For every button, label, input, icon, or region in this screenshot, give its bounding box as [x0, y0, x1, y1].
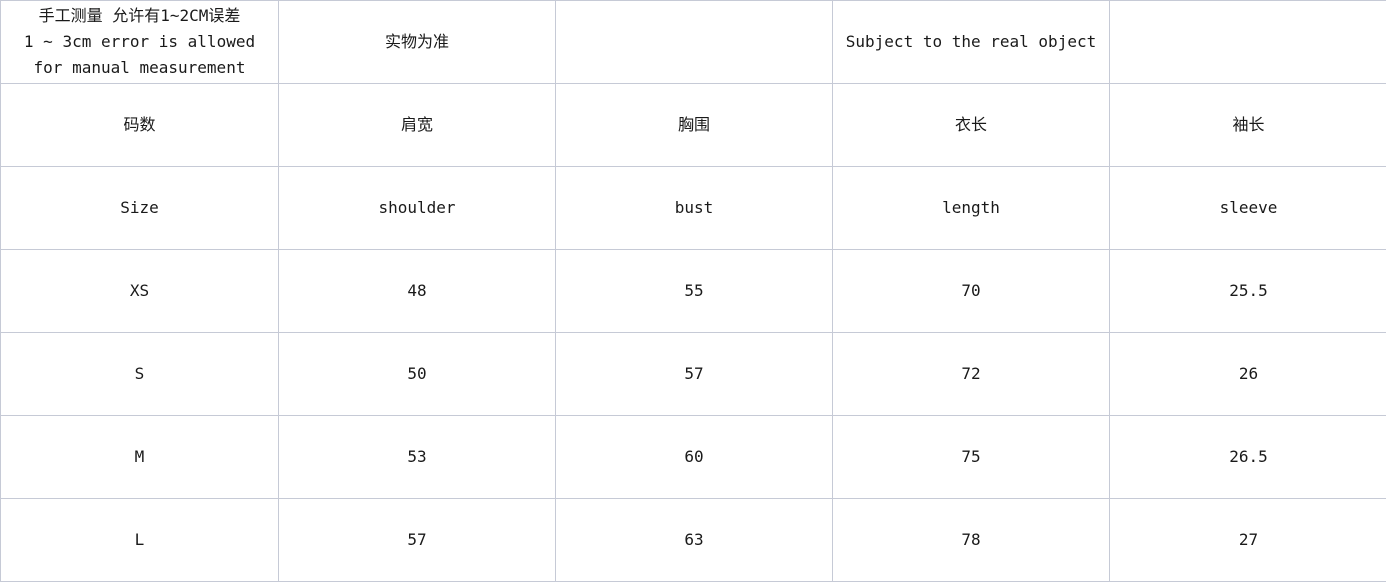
table-row: Size shoulder bust length sleeve — [0, 166, 1386, 250]
table-cell: L — [0, 498, 279, 582]
table-cell: 码数 — [0, 83, 279, 167]
table-cell: 25.5 — [1109, 249, 1386, 333]
table-cell: 胸围 — [555, 83, 833, 167]
table-cell: 26.5 — [1109, 415, 1386, 499]
table-cell: length — [832, 166, 1110, 250]
header-cell — [555, 0, 833, 84]
table-cell: 肩宽 — [278, 83, 556, 167]
table-cell: 26 — [1109, 332, 1386, 416]
table-cell: 75 — [832, 415, 1110, 499]
table-cell: shoulder — [278, 166, 556, 250]
table-cell: sleeve — [1109, 166, 1386, 250]
table-cell: 57 — [278, 498, 556, 582]
table-cell: XS — [0, 249, 279, 333]
table-cell: 53 — [278, 415, 556, 499]
table-cell: 72 — [832, 332, 1110, 416]
table-cell: Size — [0, 166, 279, 250]
table-cell: 袖长 — [1109, 83, 1386, 167]
table-cell: S — [0, 332, 279, 416]
header-cell: 实物为准 — [278, 0, 556, 84]
table-cell: M — [0, 415, 279, 499]
table-row: M 53 60 75 26.5 — [0, 415, 1386, 499]
table-cell: 50 — [278, 332, 556, 416]
table-row: L 57 63 78 27 — [0, 498, 1386, 582]
table-cell: 63 — [555, 498, 833, 582]
table-cell: 57 — [555, 332, 833, 416]
measurement-note: 手工测量 允许有1~2CM误差 1 ~ 3cm error is allowed… — [0, 0, 279, 84]
table-cell: 衣长 — [832, 83, 1110, 167]
table-cell: 78 — [832, 498, 1110, 582]
header-row: 手工测量 允许有1~2CM误差 1 ~ 3cm error is allowed… — [0, 0, 1386, 84]
table-cell: 55 — [555, 249, 833, 333]
table-cell: bust — [555, 166, 833, 250]
table-cell: 70 — [832, 249, 1110, 333]
table-row: XS 48 55 70 25.5 — [0, 249, 1386, 333]
table-cell: 60 — [555, 415, 833, 499]
table-row: S 50 57 72 26 — [0, 332, 1386, 416]
header-cell — [1109, 0, 1386, 84]
table-row: 码数 肩宽 胸围 衣长 袖长 — [0, 83, 1386, 167]
table-cell: 27 — [1109, 498, 1386, 582]
header-cell: Subject to the real object — [832, 0, 1110, 84]
table-cell: 48 — [278, 249, 556, 333]
